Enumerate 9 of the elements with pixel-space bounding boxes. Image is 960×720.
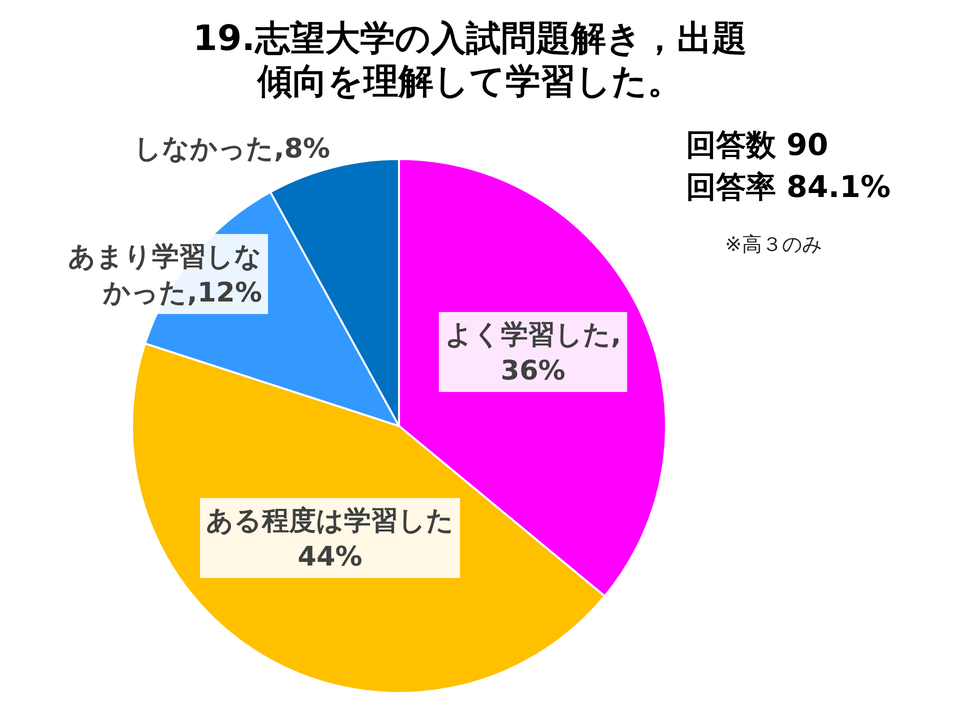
- chart-title: 19.志望大学の入試問題解き，出題傾向を理解して学習した。: [192, 19, 748, 102]
- slice-label: しなかった,8%: [134, 134, 330, 165]
- slice-label: よく学習した,36%: [444, 320, 622, 387]
- slice-label: ある程度は学習した: [206, 506, 454, 537]
- text: 回答率 84.1%: [686, 170, 891, 205]
- text: ※高３のみ: [725, 232, 822, 256]
- data-label: 44%: [298, 542, 362, 573]
- text: 回答数 90: [686, 128, 828, 163]
- slice-label: あまり学習しなかった,12%: [68, 242, 262, 309]
